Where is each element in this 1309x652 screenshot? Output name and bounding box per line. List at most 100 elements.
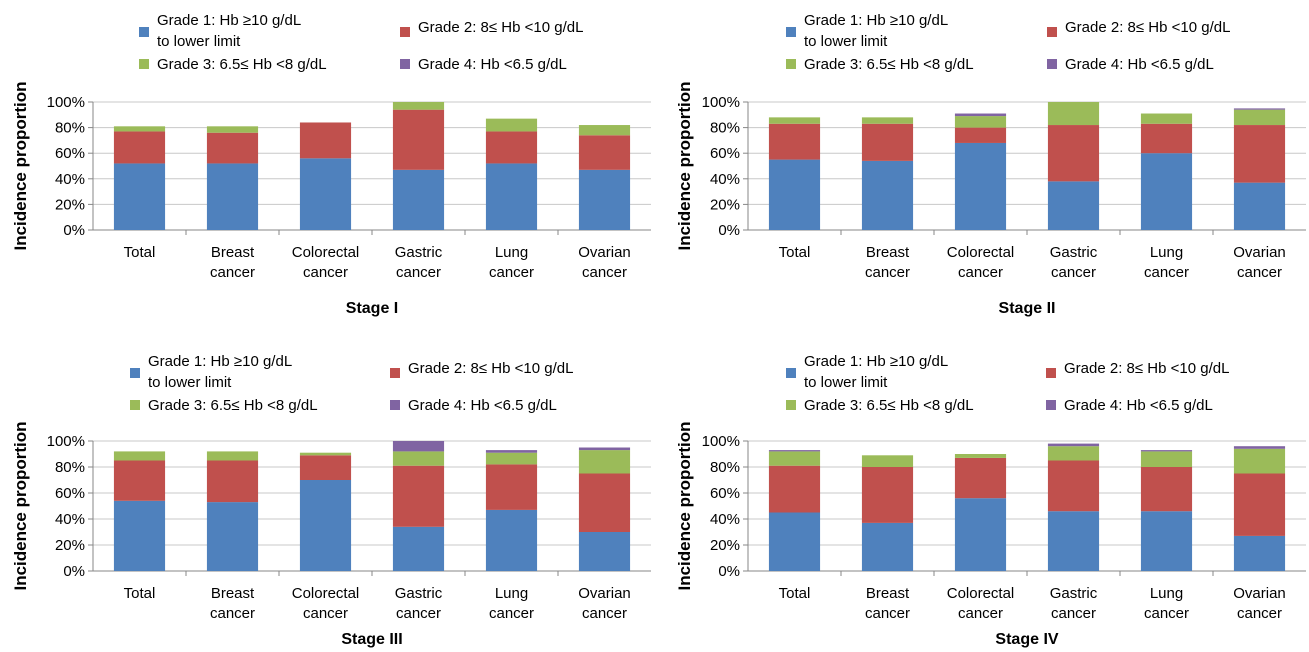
- legend-grade1-label: Grade 1: Hb ≥10 g/dL: [804, 353, 948, 370]
- bar-segment-grade3: [861, 455, 914, 467]
- bar-segment-grade2: [485, 464, 538, 510]
- bar-segment-grade2: [954, 457, 1007, 499]
- y-tick-label: 40%: [55, 171, 85, 188]
- bar-segment-grade2: [861, 123, 914, 161]
- y-tick-label: 0%: [63, 563, 85, 580]
- bar-segment-grade2: [1233, 125, 1286, 183]
- x-tick-label: cancer: [1144, 605, 1189, 622]
- legend-grade4-swatch: [400, 59, 410, 69]
- legend-grade3-label: Grade 3: 6.5≤ Hb <8 g/dL: [804, 56, 974, 73]
- bar-segment-grade1: [299, 480, 352, 571]
- bar-segment-grade1: [578, 169, 631, 230]
- y-tick-label: 80%: [55, 459, 85, 476]
- bar-segment-grade4: [578, 447, 631, 451]
- legend: Grade 1: Hb ≥10 g/dL to lower limit Grade …: [139, 12, 583, 73]
- y-axis-label: Incidence proportion: [675, 81, 694, 250]
- bar-segment-grade3: [485, 118, 538, 132]
- x-tick-label: Lung: [495, 585, 528, 602]
- legend-grade1-label: to lower limit: [804, 374, 888, 391]
- legend-grade2-swatch: [1046, 368, 1056, 378]
- x-tick-label: Ovarian: [578, 585, 631, 602]
- y-axis-label: Incidence proportion: [11, 421, 30, 590]
- legend-grade2-label: Grade 2: 8≤ Hb <10 g/dL: [1065, 19, 1230, 36]
- x-tick-label: Ovarian: [1233, 244, 1286, 261]
- x-tick-label: Gastric: [395, 244, 443, 261]
- bar-segment-grade1: [1233, 535, 1286, 571]
- x-tick-label: cancer: [1051, 605, 1096, 622]
- y-axis-label: Incidence proportion: [11, 81, 30, 250]
- bar-segment-grade1: [1047, 511, 1100, 571]
- legend-grade1-label: Grade 1: Hb ≥10 g/dL: [148, 353, 292, 370]
- legend-grade3-label: Grade 3: 6.5≤ Hb <8 g/dL: [148, 397, 318, 414]
- x-tick-label: Breast: [211, 244, 255, 261]
- bar-segment-grade1: [485, 163, 538, 230]
- y-tick-label: 100%: [702, 433, 740, 450]
- legend-grade1-label: Grade 1: Hb ≥10 g/dL: [157, 12, 301, 29]
- y-tick-label: 20%: [710, 196, 740, 213]
- bar-segment-grade2: [768, 123, 821, 160]
- x-tick-label: cancer: [958, 264, 1003, 281]
- bar-segment-grade2: [578, 135, 631, 170]
- y-tick-label: 20%: [55, 537, 85, 554]
- bar-segment-grade1: [113, 163, 166, 230]
- bar-segment-grade1: [768, 512, 821, 571]
- legend-grade2-swatch: [400, 27, 410, 37]
- x-tick-label: Total: [124, 244, 156, 261]
- bar-segment-grade3: [578, 450, 631, 474]
- bar-segment-grade1: [299, 158, 352, 230]
- legend-grade1-label: Grade 1: Hb ≥10 g/dL: [804, 12, 948, 29]
- bar-segment-grade4: [1140, 450, 1193, 452]
- legend-grade3-swatch: [786, 59, 796, 69]
- x-tick-label: Lung: [1150, 585, 1183, 602]
- bar-segment-grade3: [1233, 448, 1286, 474]
- bar-segment-grade3: [954, 116, 1007, 128]
- x-tick-label: Lung: [495, 244, 528, 261]
- bar-segment-grade1: [206, 502, 259, 571]
- x-tick-label: Breast: [866, 244, 910, 261]
- x-tick-label: cancer: [582, 264, 627, 281]
- x-tick-label: Ovarian: [578, 244, 631, 261]
- x-tick-label: cancer: [958, 605, 1003, 622]
- x-tick-label: cancer: [210, 264, 255, 281]
- x-tick-label: cancer: [1237, 264, 1282, 281]
- y-tick-label: 60%: [710, 145, 740, 162]
- y-axis-label: Incidence proportion: [675, 421, 694, 590]
- x-tick-label: cancer: [303, 264, 348, 281]
- bar-segment-grade3: [206, 451, 259, 461]
- y-tick-label: 0%: [718, 222, 740, 239]
- y-tick-label: 40%: [710, 511, 740, 528]
- legend-grade3-label: Grade 3: 6.5≤ Hb <8 g/dL: [804, 397, 974, 414]
- bar-segment-grade1: [392, 526, 445, 571]
- bar-segment-grade1: [578, 532, 631, 571]
- x-tick-label: cancer: [210, 605, 255, 622]
- legend-grade3-swatch: [139, 59, 149, 69]
- x-tick-label: cancer: [1144, 264, 1189, 281]
- bar-segment-grade2: [1233, 473, 1286, 536]
- chart-title: Stage IV: [995, 631, 1058, 648]
- y-tick-label: 60%: [710, 485, 740, 502]
- bar-segment-grade2: [954, 127, 1007, 143]
- legend-grade1-swatch: [139, 27, 149, 37]
- y-tick-label: 20%: [710, 537, 740, 554]
- legend-grade2-swatch: [390, 368, 400, 378]
- legend-grade4-label: Grade 4: Hb <6.5 g/dL: [1065, 56, 1214, 73]
- bar-segment-grade2: [206, 132, 259, 164]
- bar-segment-grade1: [485, 509, 538, 571]
- bar-segment-grade1: [954, 142, 1007, 230]
- x-tick-label: Colorectal: [292, 585, 360, 602]
- x-tick-label: cancer: [303, 605, 348, 622]
- bar-segment-grade1: [1140, 153, 1193, 230]
- bar-segment-grade3: [954, 454, 1007, 458]
- legend-grade3-swatch: [786, 400, 796, 410]
- chart-panel: Grade 1: Hb ≥10 g/dL to lower limit Grade …: [675, 353, 1306, 648]
- bar-segment-grade1: [1047, 181, 1100, 230]
- bar-segment-grade3: [1140, 113, 1193, 124]
- bar-segment-grade1: [1140, 511, 1193, 571]
- x-tick-label: cancer: [865, 605, 910, 622]
- bar-segment-grade3: [113, 126, 166, 132]
- bar-segment-grade3: [1047, 102, 1100, 126]
- bar-segment-grade1: [768, 159, 821, 230]
- bar-segment-grade3: [206, 126, 259, 133]
- bar-segment-grade3: [392, 451, 445, 466]
- legend: Grade 1: Hb ≥10 g/dL to lower limit Grade …: [786, 12, 1230, 73]
